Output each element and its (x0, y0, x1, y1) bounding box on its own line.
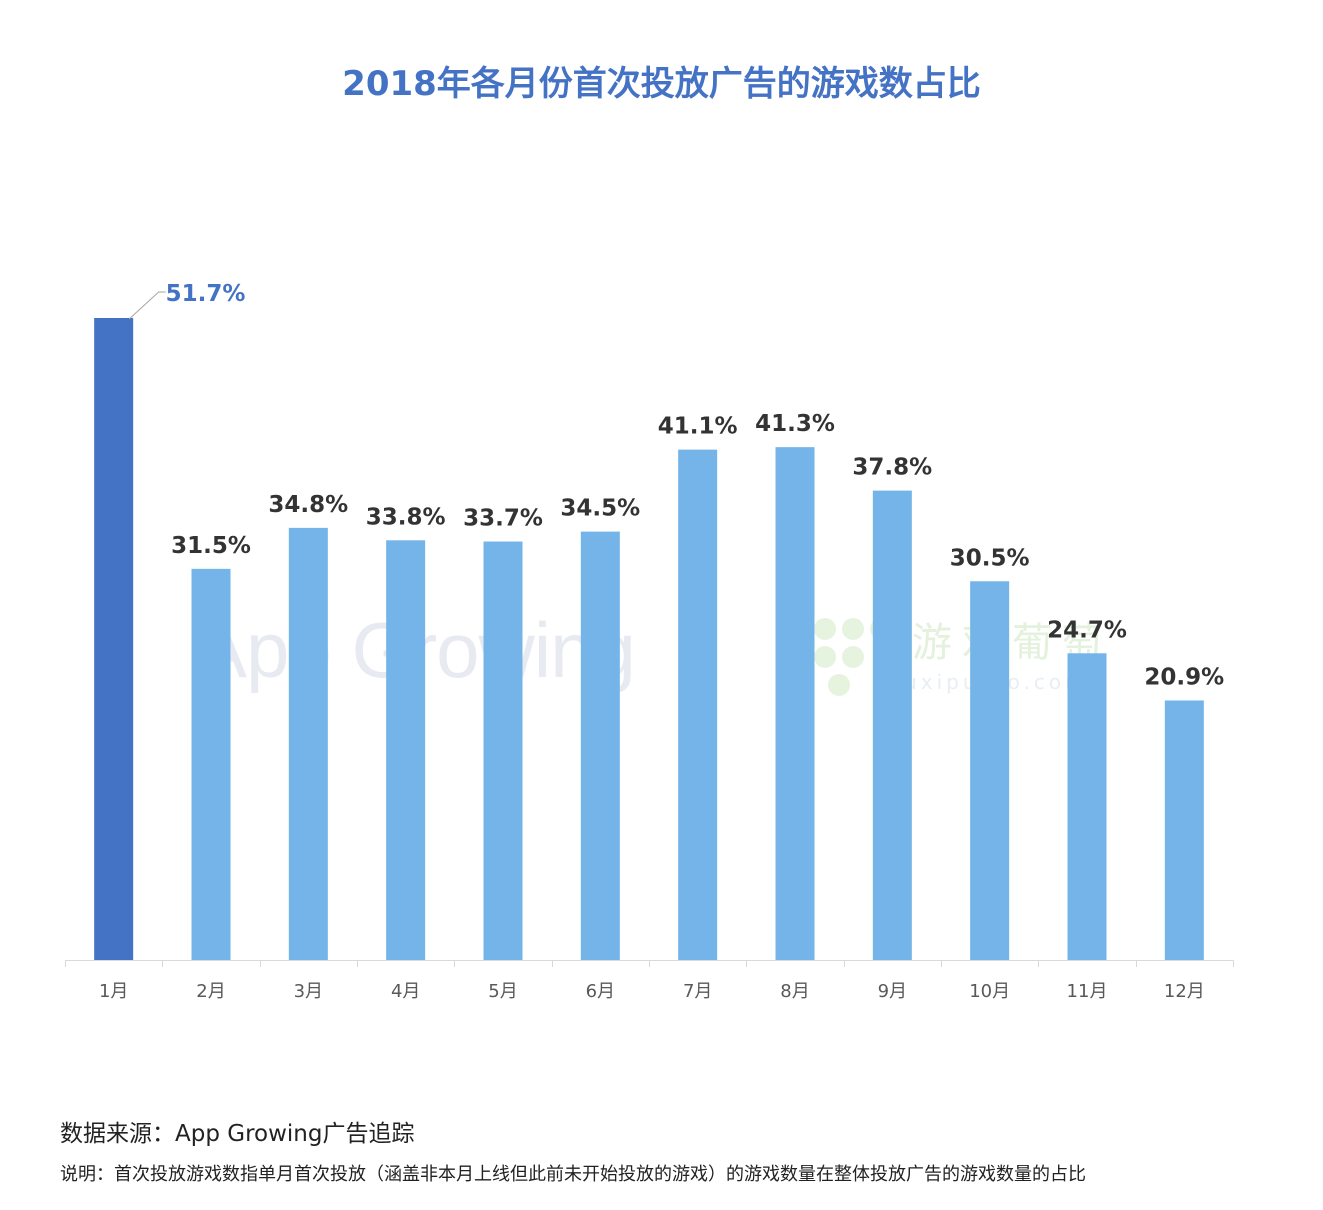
x-tick-label: 6月 (586, 981, 615, 1002)
x-tick-label: 7月 (683, 981, 712, 1002)
x-tick-label: 8月 (780, 981, 809, 1002)
x-tick-label: 9月 (878, 981, 907, 1002)
data-label: 41.1% (658, 414, 738, 440)
x-tick-label: 3月 (294, 981, 323, 1002)
data-label: 37.8% (852, 455, 932, 481)
x-tick-label: 10月 (969, 981, 1010, 1002)
bar-10 (970, 581, 1010, 960)
bar-8 (775, 447, 815, 960)
x-tick-label: 1月 (99, 981, 128, 1002)
bar-1 (94, 318, 134, 960)
x-tick-label: 2月 (196, 981, 225, 1002)
bar-9 (872, 490, 912, 960)
data-label-leader-line (128, 291, 166, 320)
data-label: 30.5% (950, 545, 1030, 571)
x-tick-label: 12月 (1164, 981, 1205, 1002)
data-label: 51.7% (166, 281, 246, 307)
data-label: 24.7% (1047, 617, 1127, 643)
data-label: 34.8% (268, 492, 348, 518)
data-label: 34.5% (560, 496, 640, 522)
data-label: 33.7% (463, 506, 543, 532)
x-tick-label: 5月 (488, 981, 517, 1002)
data-source: 数据来源：App Growing广告追踪 (60, 1121, 415, 1147)
x-tick-label: 11月 (1067, 981, 1108, 1002)
bar-4 (386, 540, 426, 960)
data-label: 41.3% (755, 411, 835, 437)
bar-12 (1164, 700, 1204, 960)
bar-5 (483, 541, 523, 960)
data-label: 31.5% (171, 533, 251, 559)
bar-chart: 51.7% 1月 31.5% 2月 34.8% 3月 33.8% 4月 33.7% 5月 34.5%… (65, 281, 1234, 1002)
bar-7 (678, 449, 718, 960)
data-label: 33.8% (366, 504, 446, 530)
footnote: 说明：首次投放游戏数指单月首次投放（涵盖非本月上线但此前未开始投放的游戏）的游戏… (60, 1164, 1086, 1185)
bar-2 (191, 568, 231, 960)
x-tick-label: 4月 (391, 981, 420, 1002)
bar-6 (580, 531, 620, 960)
bar-3 (288, 527, 328, 960)
data-label: 20.9% (1144, 664, 1224, 690)
chart-title: 2018年各月份首次投放广告的游戏数占比 (342, 64, 981, 104)
bar-11 (1067, 653, 1107, 960)
